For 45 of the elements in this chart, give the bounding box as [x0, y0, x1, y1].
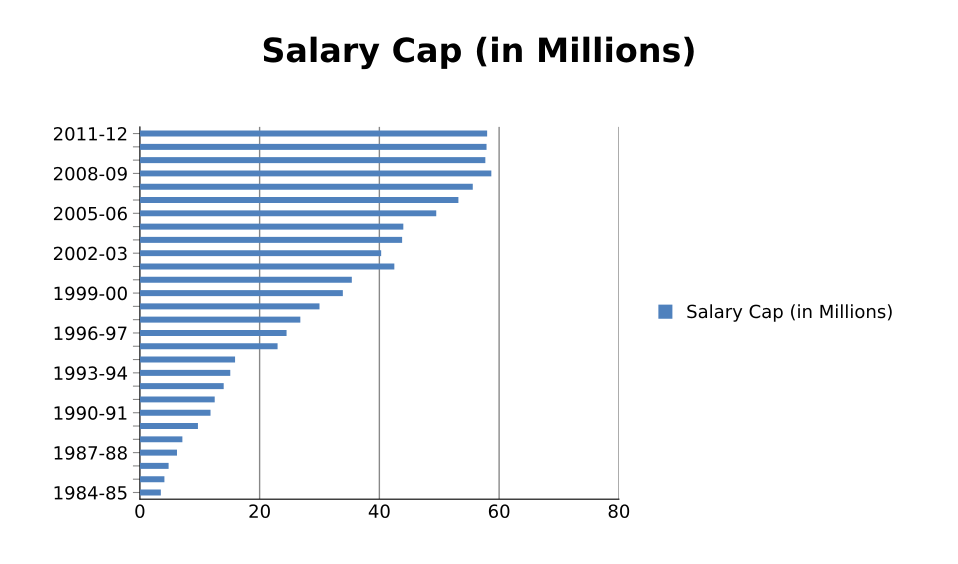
- bar: [140, 197, 458, 204]
- bar: [140, 264, 394, 270]
- x-tick-label: 0: [135, 504, 144, 518]
- y-tick-label: 1990-91: [54, 406, 126, 420]
- y-tick-label: 2005-06: [54, 206, 127, 220]
- chart-title: Salary Cap (in Millions): [264, 36, 694, 70]
- bar: [140, 476, 164, 482]
- bar: [140, 383, 224, 390]
- bar: [140, 410, 211, 416]
- y-tick-label: 1993-94: [54, 366, 128, 380]
- bar: [140, 130, 488, 137]
- bar: [140, 490, 161, 496]
- legend-label: Salary Cap (in Millions): [687, 304, 892, 322]
- bar: [140, 276, 352, 283]
- y-tick-label: 2008-09: [54, 166, 127, 181]
- bar: [140, 290, 343, 296]
- bar: [140, 184, 473, 190]
- bar: [140, 316, 300, 323]
- bar: [140, 356, 236, 363]
- bar: [140, 370, 230, 376]
- x-tick-label: 60: [488, 504, 510, 518]
- bar: [140, 462, 169, 469]
- x-tick-label: 80: [608, 504, 630, 518]
- y-tick-label: 1999-00: [54, 286, 127, 300]
- x-tick-label: 20: [249, 504, 270, 518]
- bar: [140, 170, 492, 176]
- bar: [140, 330, 287, 336]
- bar: [140, 224, 404, 230]
- y-tick-label: 1987-88: [54, 446, 127, 460]
- bar: [140, 250, 382, 256]
- y-tick-label: 1984-85: [54, 486, 126, 500]
- bar: [140, 436, 182, 442]
- bar: [140, 396, 215, 402]
- bar: [140, 303, 320, 310]
- bar: [140, 144, 487, 150]
- bar: [140, 210, 436, 216]
- y-tick-label: 2011-12: [54, 127, 126, 141]
- y-tick-label: 1996-97: [54, 326, 127, 340]
- bar: [140, 343, 278, 350]
- y-tick-label: 2002-03: [54, 246, 127, 260]
- bar: [140, 157, 486, 164]
- x-tick-label: 40: [368, 504, 390, 518]
- bar: [140, 236, 402, 243]
- bar: [140, 450, 177, 456]
- bar: [140, 423, 198, 430]
